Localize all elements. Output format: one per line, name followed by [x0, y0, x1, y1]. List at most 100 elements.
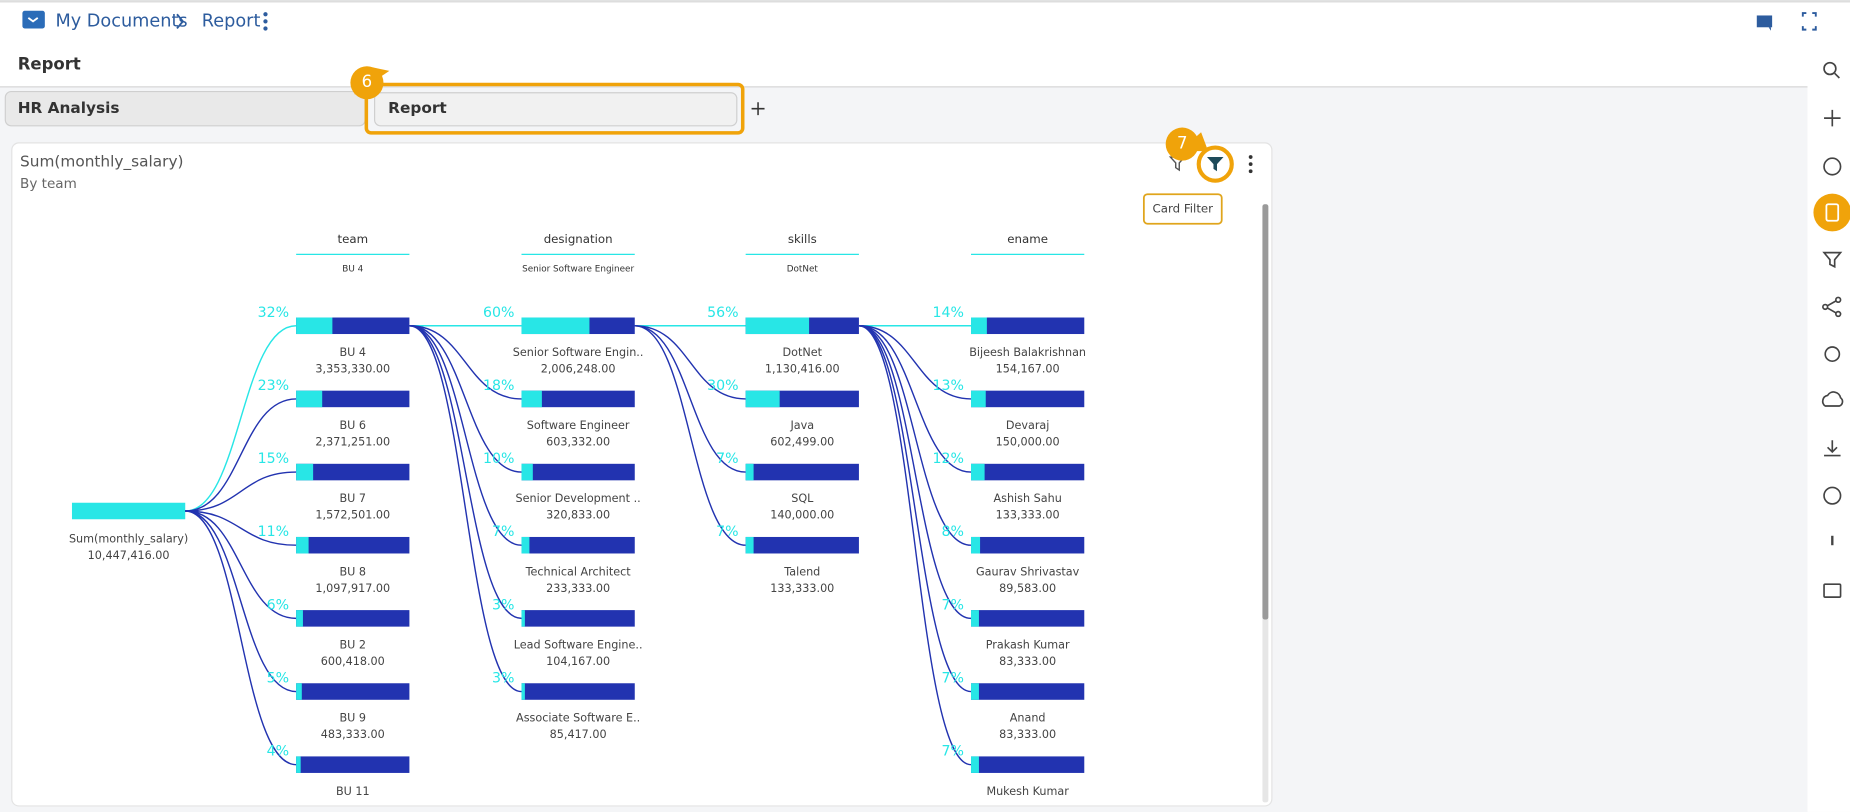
card-menu[interactable] [1248, 155, 1253, 174]
add-tab[interactable] [751, 102, 765, 116]
node-bar [296, 390, 410, 408]
card-subtitle: By team [20, 176, 77, 192]
page-title: Report [18, 55, 81, 74]
step-badge [350, 66, 384, 100]
node-share-label: 11% [258, 524, 289, 540]
node-share [296, 610, 303, 627]
tree-link [185, 325, 297, 512]
node-share [521, 463, 533, 481]
node-value: 2,371,251.00 [315, 436, 390, 449]
node-share [971, 317, 987, 335]
node-share-label: 5% [267, 671, 289, 687]
node-label: BU 4 [340, 346, 367, 359]
comment-icon[interactable] [1756, 15, 1773, 31]
step-badge-label: 6 [362, 72, 372, 91]
tree-link [409, 325, 522, 620]
node-label: BU 8 [340, 565, 367, 578]
breadcrumb-link[interactable]: My Documents [55, 11, 187, 31]
node-value: 150,000.00 [996, 436, 1060, 449]
node-share-label: 13% [932, 378, 963, 394]
more-menu[interactable] [263, 12, 268, 31]
node-label: Senior Development .. [516, 492, 641, 505]
node-bar [971, 463, 1085, 481]
node-label: Associate Software E.. [516, 712, 640, 725]
node-share [521, 390, 542, 408]
share-icon[interactable] [1822, 296, 1842, 318]
level-selected: Senior Software Engineer [522, 265, 634, 275]
tree-link [858, 325, 972, 693]
node-share [521, 536, 530, 554]
tree-link [409, 325, 522, 693]
node-share-label: 56% [707, 305, 738, 321]
fullscreen-icon[interactable] [1801, 12, 1817, 31]
node-share [521, 317, 590, 335]
level-field: team [337, 232, 368, 246]
level-selected: DotNet [787, 265, 819, 275]
node-share-label: 18% [483, 378, 514, 394]
node-share-label: 30% [707, 378, 738, 394]
node-label: Software Engineer [527, 419, 630, 432]
folder-icon[interactable] [22, 10, 45, 29]
tree-link [185, 510, 297, 693]
step-badge-label: 7 [1177, 134, 1188, 153]
node-bar [521, 536, 635, 554]
node-share-label: 12% [932, 451, 963, 467]
node-share [745, 390, 780, 408]
sidebar-icons [1821, 61, 1844, 598]
node-share [296, 683, 302, 700]
node-value: 3,353,330.00 [315, 362, 390, 375]
node-share [971, 756, 979, 773]
title-strip [0, 44, 1808, 87]
node-share [296, 463, 314, 481]
filter-icon[interactable] [1822, 251, 1843, 269]
ai-icon[interactable] [1823, 157, 1842, 176]
card [11, 142, 1273, 807]
node-label: BU 7 [340, 492, 367, 505]
node-label: DotNet [783, 346, 823, 359]
breadcrumb-current[interactable]: Report [202, 11, 261, 31]
tree-link [185, 510, 297, 620]
refresh-icon[interactable] [1824, 346, 1841, 362]
node-label: Java [789, 419, 814, 432]
node-share [521, 683, 525, 700]
add-icon[interactable] [1824, 109, 1841, 127]
highlight-box [364, 82, 745, 135]
node-value: 133,333.00 [996, 509, 1060, 522]
download-icon[interactable] [1824, 440, 1841, 457]
level-field: ename [1007, 232, 1048, 246]
node-share-label: 6% [267, 597, 289, 613]
node-bar [296, 683, 410, 700]
node-bar [971, 610, 1085, 627]
node-label: Prakash Kumar [986, 639, 1070, 652]
tab-label[interactable]: Report [388, 99, 447, 117]
tree-link [634, 325, 746, 473]
node-share [296, 756, 301, 773]
tree-link [185, 510, 297, 766]
node-label: SQL [791, 492, 814, 505]
theme-icon[interactable] [1823, 486, 1842, 505]
tree-link [409, 325, 522, 473]
tab-label[interactable]: HR Analysis [18, 99, 120, 117]
node-bar [745, 463, 859, 481]
upload-icon[interactable] [1821, 391, 1844, 407]
node-bar [971, 536, 1085, 554]
tooltip [1142, 193, 1223, 225]
node-label: Technical Architect [525, 565, 632, 578]
node-value: 83,333.00 [999, 728, 1056, 741]
node-share [296, 536, 309, 554]
scroll-thumb[interactable] [1262, 204, 1269, 620]
node-share-label: 8% [941, 524, 963, 540]
sidebar-active[interactable] [1813, 193, 1850, 232]
node-share-label: 7% [716, 524, 738, 540]
node-value: 1,572,501.00 [315, 509, 390, 522]
node-value: 2,006,248.00 [541, 362, 616, 375]
sidebar-active-icon [1825, 203, 1840, 222]
node-share-label: 32% [258, 305, 289, 321]
tab-active[interactable] [374, 92, 738, 127]
notes-icon[interactable] [1823, 583, 1842, 598]
node-value: 320,833.00 [546, 509, 610, 522]
search-icon[interactable] [1823, 61, 1840, 79]
node-share-label: 15% [258, 451, 289, 467]
node-share-label: 23% [258, 378, 289, 394]
node-bar [971, 390, 1085, 408]
